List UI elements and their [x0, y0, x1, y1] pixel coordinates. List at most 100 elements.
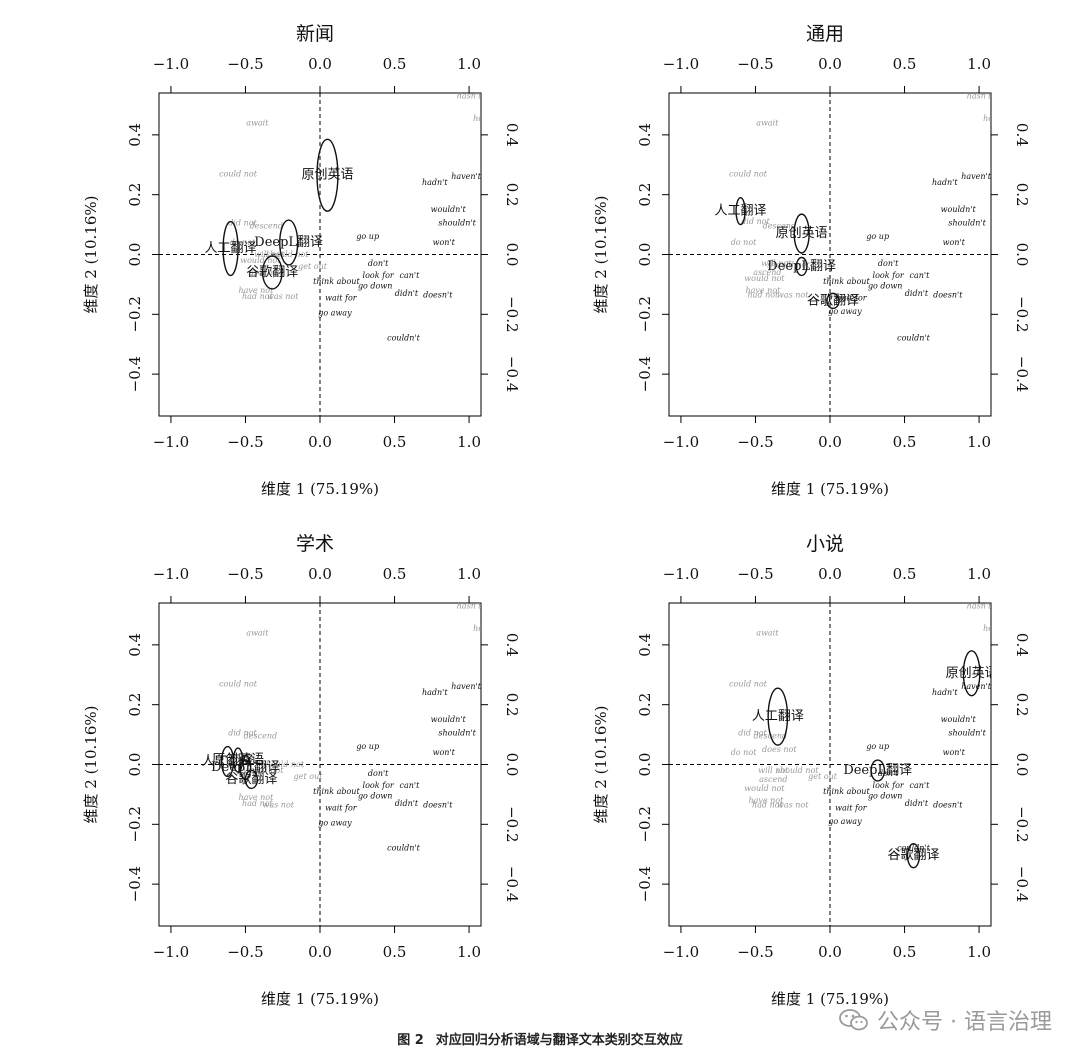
- point-label-gray: get out: [294, 772, 324, 781]
- y-tick-label-right: 0.0: [503, 753, 521, 777]
- category-label: DeepL翻译: [767, 259, 836, 274]
- point-label: haven't: [451, 172, 482, 181]
- y-tick-label-left: −0.2: [126, 806, 144, 842]
- point-label: couldn't: [387, 334, 420, 343]
- y-axis-label: 维度 2 (10.16%): [592, 196, 610, 314]
- point-label: go away: [828, 817, 862, 826]
- y-tick-label-right: 0.2: [1013, 183, 1031, 207]
- point-label: hadn't: [932, 178, 958, 187]
- point-label-gray: would not: [240, 256, 281, 265]
- point-label: go down: [868, 281, 902, 290]
- point-label-gray: ascend: [249, 268, 277, 277]
- point-label-gray: would not: [744, 274, 785, 283]
- caption-label: 图 2: [397, 1033, 424, 1048]
- x-tick-label-bottom: 0.0: [818, 943, 842, 961]
- point-label: wait for: [835, 803, 868, 812]
- confidence-ellipse: [870, 759, 886, 782]
- point-label-gray: hasn't: [457, 601, 482, 610]
- point-label-gray: descend: [763, 222, 796, 231]
- y-tick-label-left: 0.4: [636, 633, 654, 657]
- x-tick-label-bottom: 0.0: [308, 943, 332, 961]
- x-tick-label-top: 0.0: [308, 55, 332, 73]
- category-label: 原创英语: [301, 168, 353, 183]
- category-label: DeepL翻译: [843, 763, 912, 778]
- chart-panel-4: 小说 −1.0 −1.0 −0.5 −0.5 0.0 0.0 0.5 0.5 1.0 1.0 −0.4…: [592, 533, 1031, 1008]
- confidence-ellipse: [222, 220, 239, 277]
- point-label: couldn't: [387, 844, 420, 853]
- point-label: wait for: [325, 293, 358, 302]
- x-tick-label-top: −1.0: [663, 55, 699, 73]
- point-label-gray: had not: [748, 290, 780, 299]
- y-tick-label-right: 0.4: [503, 633, 521, 657]
- point-label: won't: [943, 748, 966, 757]
- x-tick-label-top: −0.5: [227, 55, 263, 73]
- point-label: haven't: [451, 682, 482, 691]
- point-label: hadn't: [422, 178, 448, 187]
- point-label: go away: [318, 308, 352, 317]
- x-tick-label-top: 0.0: [818, 55, 842, 73]
- point-label-gray: will not: [761, 259, 792, 268]
- point-label-gray: do not: [731, 748, 757, 757]
- point-label-gray: have not: [238, 793, 274, 802]
- watermark: 公众号 · 语言治理: [839, 1004, 1052, 1036]
- y-tick-label-left: 0.0: [126, 753, 144, 777]
- confidence-ellipse: [244, 769, 259, 790]
- point-label: shouldn't: [948, 219, 986, 228]
- x-tick-label-bottom: 0.0: [818, 433, 842, 451]
- point-label: don't: [368, 259, 389, 268]
- chart-title: 小说: [806, 533, 844, 555]
- point-label: wouldn't: [431, 715, 467, 724]
- point-label: go away: [318, 818, 352, 827]
- point-label-gray: get out: [298, 262, 328, 271]
- point-label: shouldn't: [438, 219, 476, 228]
- point-label: wait for: [835, 293, 868, 302]
- point-label-gray: was not: [267, 292, 299, 301]
- y-tick-label-left: 0.4: [126, 123, 144, 147]
- y-tick-label-left: 0.0: [126, 243, 144, 267]
- point-label-gray: did not: [738, 729, 767, 738]
- confidence-ellipse: [316, 138, 339, 212]
- x-tick-label-bottom: −0.5: [737, 943, 773, 961]
- point-label: doesn't: [933, 800, 963, 809]
- point-label-gray: he: [473, 114, 483, 123]
- chart-panel-2: 通用 −1.0 −1.0 −0.5 −0.5 0.0 0.0 0.5 0.5 1.0 1.0 −0.4…: [592, 23, 1031, 498]
- point-label: can't: [400, 781, 421, 790]
- point-label-gray: await: [756, 118, 779, 127]
- point-label-gray: he: [983, 624, 993, 633]
- y-tick-label-left: 0.0: [636, 243, 654, 267]
- point-label: look for: [873, 271, 905, 280]
- point-label-gray: ascend: [753, 268, 781, 277]
- x-tick-label-top: −1.0: [153, 55, 189, 73]
- x-axis-label: 维度 1 (75.19%): [771, 480, 889, 498]
- confidence-ellipse: [962, 650, 981, 697]
- point-label: didn't: [395, 799, 419, 808]
- x-tick-label-top: 0.5: [893, 565, 917, 583]
- x-tick-label-bottom: −0.5: [227, 433, 263, 451]
- point-label: won't: [433, 748, 456, 757]
- point-label: don't: [368, 769, 389, 778]
- y-tick-label-left: −0.2: [126, 296, 144, 332]
- y-tick-label-right: 0.0: [1013, 243, 1031, 267]
- point-label-gray: could not: [729, 679, 768, 688]
- x-tick-label-bottom: 0.5: [893, 433, 917, 451]
- point-label-gray: was not: [777, 800, 809, 809]
- point-label: didn't: [905, 289, 929, 298]
- point-label-gray: would not: [243, 766, 284, 775]
- y-tick-label-left: 0.4: [126, 633, 144, 657]
- x-tick-label-bottom: −0.5: [227, 943, 263, 961]
- y-tick-label-left: −0.4: [636, 866, 654, 902]
- y-tick-label-right: 0.4: [503, 123, 521, 147]
- category-label: 谷歌翻译: [246, 265, 298, 280]
- point-label-gray: had not: [242, 292, 274, 301]
- category-label: 原创英语: [946, 666, 998, 681]
- y-tick-label-left: −0.4: [126, 356, 144, 392]
- x-tick-label-bottom: −1.0: [153, 943, 189, 961]
- point-label-gray: was not: [777, 290, 809, 299]
- category-label: 谷歌翻译: [887, 848, 939, 863]
- x-tick-label-top: 0.5: [383, 565, 407, 583]
- y-tick-label-right: −0.2: [503, 296, 521, 332]
- point-label: wouldn't: [941, 205, 977, 214]
